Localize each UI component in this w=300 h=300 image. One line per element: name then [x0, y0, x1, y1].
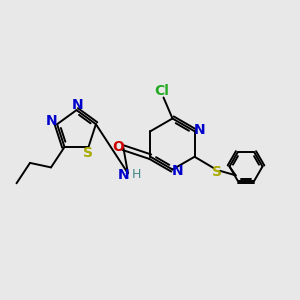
Text: Cl: Cl: [154, 84, 169, 98]
Text: N: N: [194, 123, 206, 137]
Text: N: N: [72, 98, 84, 112]
Text: S: S: [82, 146, 93, 160]
Text: O: O: [112, 140, 124, 154]
Text: N: N: [46, 114, 58, 128]
Text: H: H: [132, 168, 141, 181]
Text: N: N: [172, 164, 184, 178]
Text: N: N: [118, 168, 130, 182]
Text: S: S: [212, 165, 222, 179]
